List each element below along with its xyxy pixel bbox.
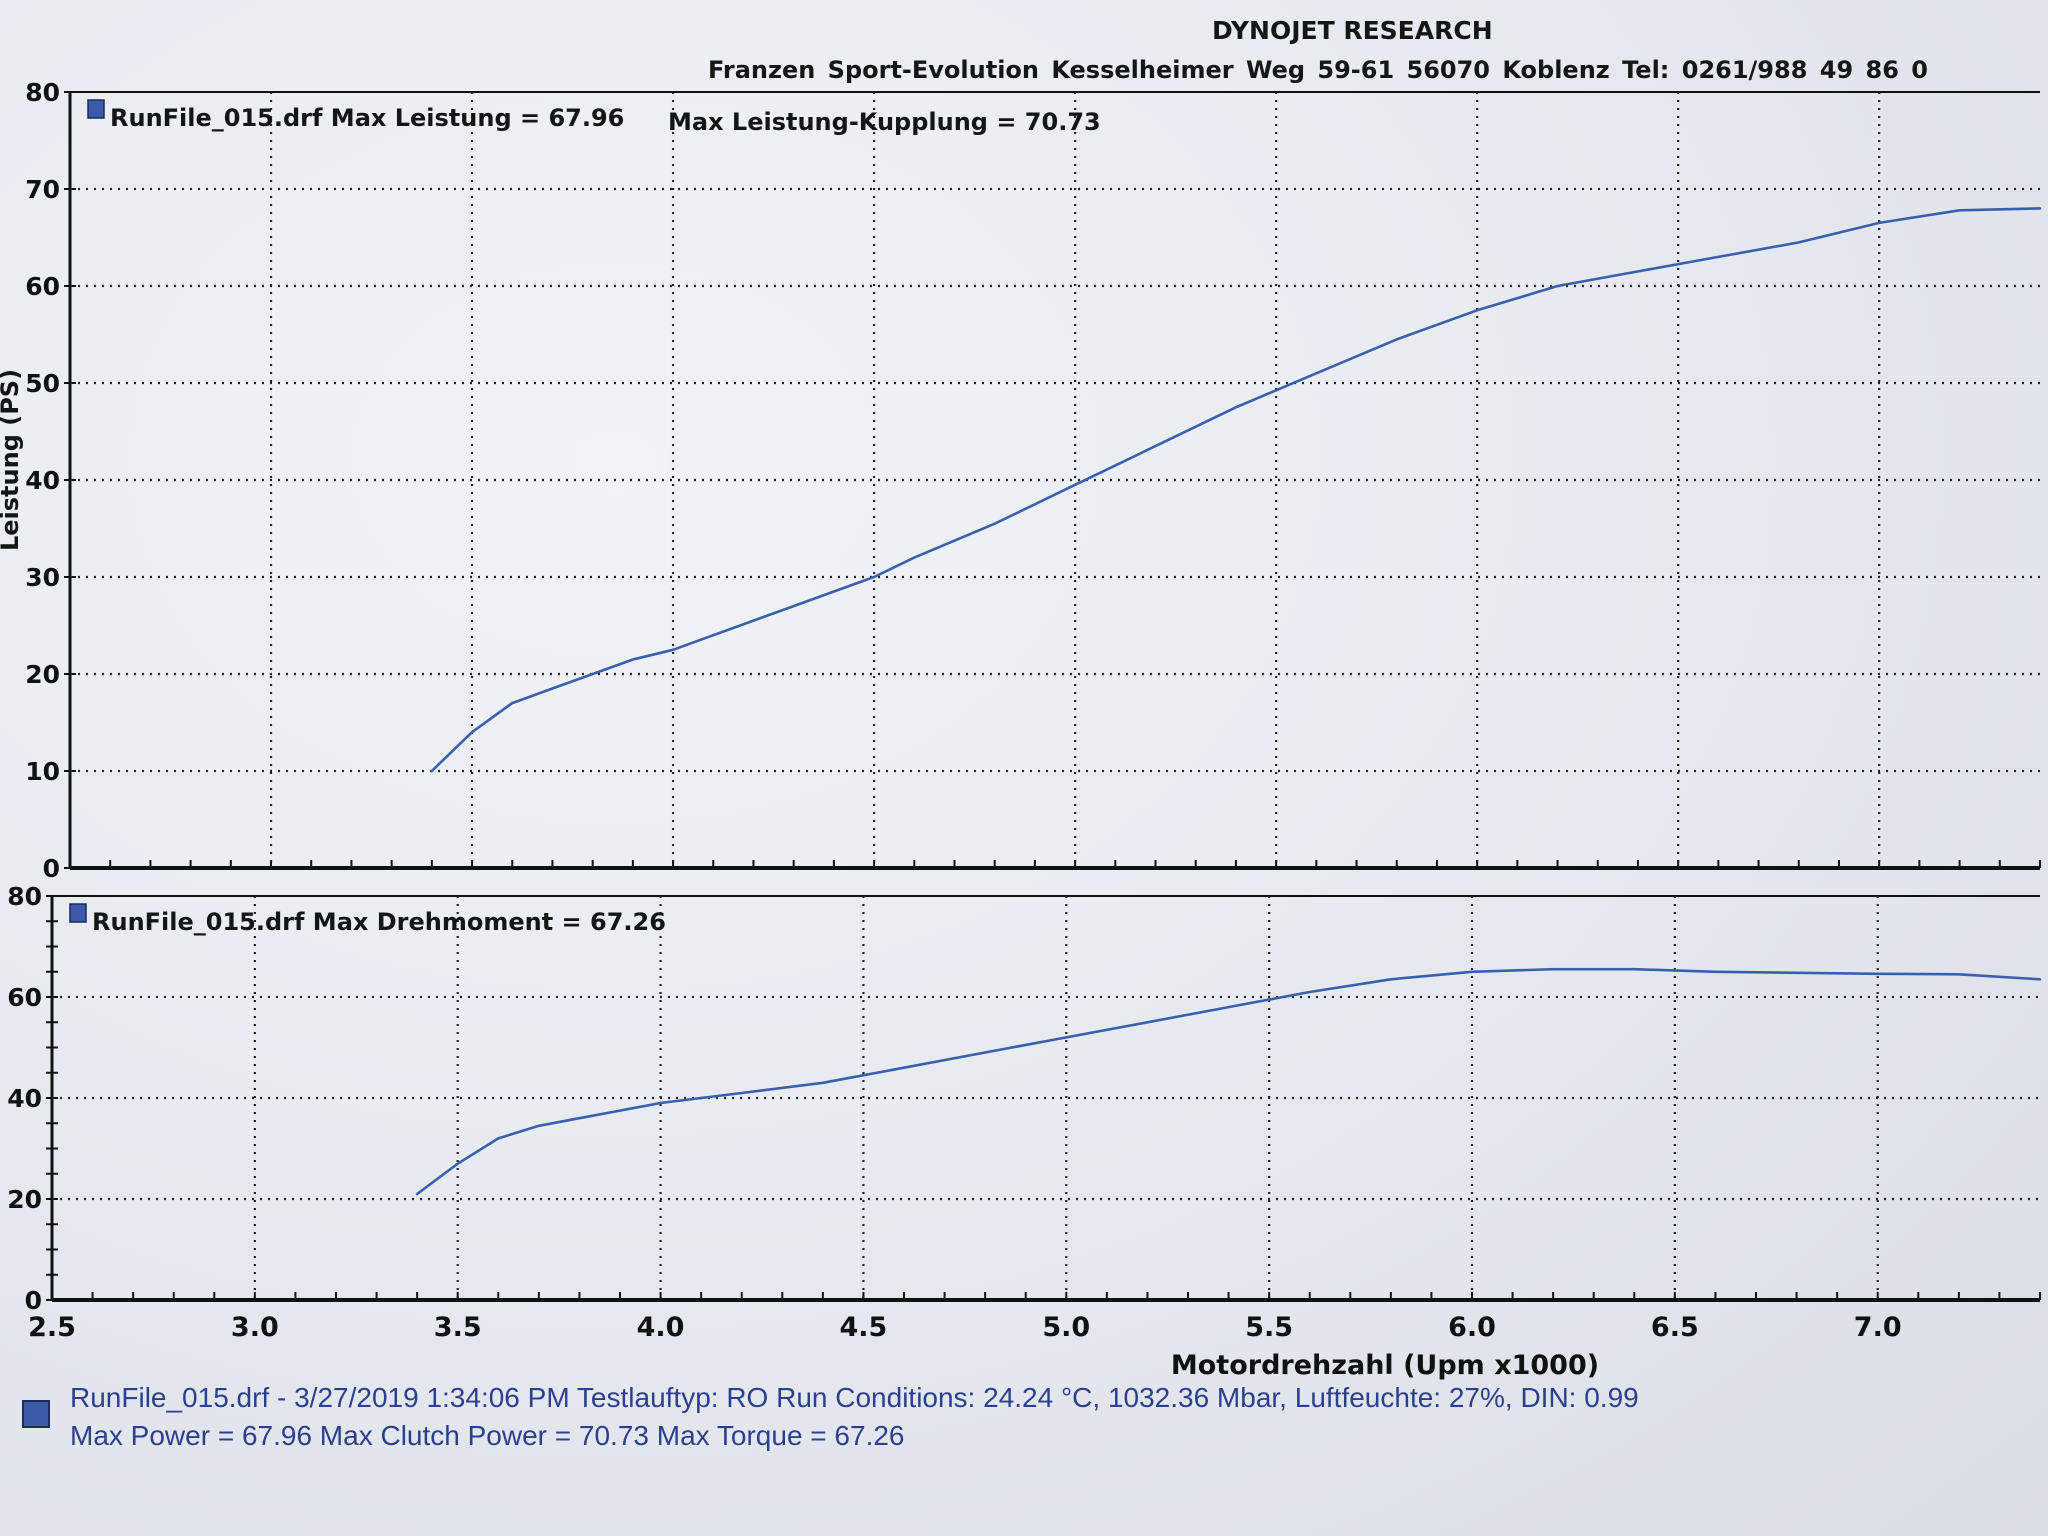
x-axis-title: Motordrehzahl (Upm x1000) [1171, 1350, 1599, 1381]
power-curve [430, 207, 2042, 773]
report-title: DYNOJET RESEARCH [1212, 16, 1493, 45]
y-tick-label: 80 [7, 882, 42, 911]
x-tick-label: 3.5 [434, 1312, 482, 1343]
x-tick-label: 5.0 [1042, 1312, 1090, 1343]
chart-panel-1: 80 70 60 50 40 30 20 10 0 RunFile_015.drf Max Lei… [0, 78, 2042, 883]
legend-text: RunFile_015.drf Max Drehmoment = 67.26 [92, 908, 666, 936]
y-tick-label: 0 [43, 854, 60, 883]
y-axis-title: Leistung (PS) [0, 369, 24, 551]
x-tick-label: 4.5 [840, 1312, 888, 1343]
legend-swatch [69, 903, 87, 923]
x-tick-label: 2.5 [28, 1312, 76, 1343]
y-tick-label: 40 [25, 466, 60, 495]
shop-address: Franzen Sport-Evolution Kesselheimer Weg… [708, 56, 1928, 84]
y-tick-label: 20 [25, 660, 60, 689]
x-tick-label: 4.0 [637, 1312, 685, 1343]
run-maxima-text: Max Power = 67.96 Max Clutch Power = 70.… [70, 1420, 905, 1451]
x-tick-label: 3.0 [231, 1312, 279, 1343]
y-tick-label: 50 [25, 369, 60, 398]
x-tick-label: 5.5 [1245, 1312, 1293, 1343]
y-tick-label: 60 [7, 983, 42, 1012]
y-tick-label: 70 [25, 175, 60, 204]
y-tick-label: 80 [25, 78, 60, 107]
y-tick-label: 10 [25, 757, 60, 786]
x-tick-label: 6.5 [1651, 1312, 1699, 1343]
max-clutch-power-annotation: Max Leistung-Kupplung = 70.73 [668, 108, 1101, 136]
x-tick-label: 6.0 [1448, 1312, 1496, 1343]
y-tick-label: 0 [25, 1286, 42, 1315]
x-tick-label: 7.0 [1854, 1312, 1902, 1343]
y-tick-label: 40 [7, 1084, 42, 1113]
run-conditions-text: RunFile_015.drf - 3/27/2019 1:34:06 PM T… [70, 1382, 1639, 1413]
run-color-swatch [22, 1400, 50, 1428]
y-tick-label: 30 [25, 563, 60, 592]
legend-swatch [87, 99, 105, 119]
y-tick-label: 20 [7, 1185, 42, 1214]
legend-text: RunFile_015.drf Max Leistung = 67.96 [110, 104, 624, 132]
torque-curve [415, 967, 2042, 1196]
y-tick-label: 60 [25, 272, 60, 301]
chart-panel-2: 80 60 40 20 0 RunFile_015.drf Max Drehmoment … [7, 882, 2042, 1381]
